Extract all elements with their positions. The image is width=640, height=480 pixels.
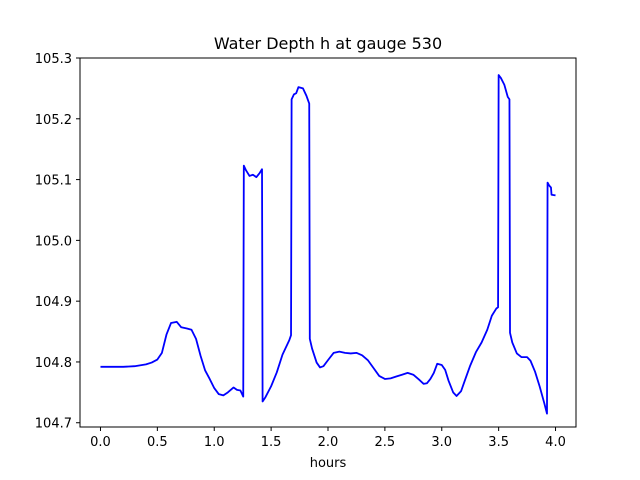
x-tick-label: 0.0 <box>90 435 111 450</box>
y-tick-label: 104.9 <box>35 295 72 310</box>
y-tick-label: 105.0 <box>35 234 72 249</box>
x-tick-label: 3.5 <box>488 435 509 450</box>
axis-ticks: 0.0 0.5 1.0 1.5 2.0 2.5 3.0 3.5 4.0 104.7 104.8 104… <box>35 52 566 450</box>
y-tick-label: 105.3 <box>35 52 72 67</box>
x-tick-label: 1.5 <box>261 435 282 450</box>
x-tick-label: 2.0 <box>318 435 339 450</box>
y-tick-label: 105.2 <box>35 113 72 128</box>
x-axis-label: hours <box>310 456 347 471</box>
y-tick-label: 105.1 <box>35 174 72 189</box>
x-tick-label: 4.0 <box>545 435 566 450</box>
plot-frame <box>79 57 577 428</box>
chart-title: Water Depth h at gauge 530 <box>214 34 442 53</box>
y-tick-label: 104.7 <box>35 417 72 432</box>
x-tick-label: 0.5 <box>147 435 168 450</box>
x-tick-label: 2.5 <box>375 435 396 450</box>
x-tick-label: 1.0 <box>204 435 225 450</box>
x-tick-label: 3.0 <box>431 435 452 450</box>
series-line <box>100 74 556 415</box>
y-tick-label: 104.8 <box>35 356 72 371</box>
